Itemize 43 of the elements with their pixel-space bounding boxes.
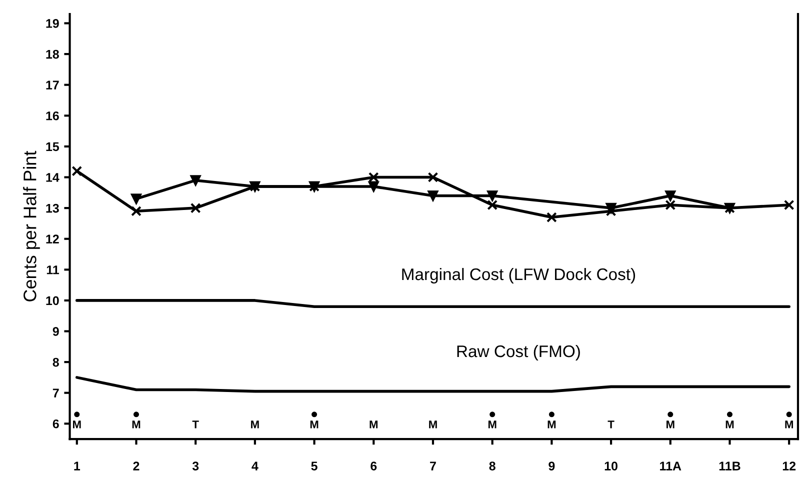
y-axis-title: Cents per Half Pint (23, 150, 40, 302)
x-tick-label: 12 (782, 462, 796, 470)
y-tick-label: 9 (52, 327, 59, 336)
annotation: M (548, 420, 556, 428)
series-label: Marginal Cost (LFW Dock Cost) (402, 268, 636, 284)
annotation: M (488, 420, 496, 428)
y-tick-label: 11 (46, 266, 60, 274)
x-tick-label: 10 (604, 462, 618, 470)
x-tick-label: 6 (370, 462, 377, 470)
y-tick-label: 14 (46, 173, 60, 182)
annotation: M (251, 420, 259, 428)
x-tick-label: 5 (311, 462, 318, 470)
x-tick-label: 11A (660, 462, 682, 470)
x-tick-label: 7 (430, 462, 436, 470)
x-tick-label: 11B (719, 462, 740, 470)
annotation: T (608, 420, 614, 428)
x-tick-label: 9 (548, 462, 555, 470)
y-tick-label: 6 (52, 419, 59, 428)
y-tick-label: 12 (46, 234, 59, 244)
x-tick-label: 8 (489, 462, 496, 470)
annotation: M (666, 420, 674, 428)
annotation: M (73, 420, 81, 428)
y-tick-label: 10 (46, 296, 59, 306)
annotation: M (132, 420, 140, 428)
annotation: M (310, 420, 318, 428)
y-tick-label: 13 (46, 204, 59, 213)
y-tick-label: 8 (52, 358, 59, 367)
x-tick-label: 4 (252, 462, 258, 470)
y-tick-label: 16 (46, 111, 59, 120)
y-tick-label: 17 (46, 80, 59, 90)
series-label: Raw Cost (FMO) (457, 344, 580, 360)
annotation: T (192, 420, 199, 428)
y-tick-label: 7 (52, 388, 59, 398)
annotation: M (429, 420, 437, 428)
y-tick-label: 18 (46, 50, 59, 59)
x-tick-label: 2 (133, 462, 140, 470)
annotation: M (785, 420, 793, 428)
annotation: M (370, 420, 378, 428)
x-tick-label: 1 (74, 462, 80, 470)
x-tick-label: 3 (192, 462, 199, 470)
y-tick-label: 15 (46, 142, 60, 152)
y-tick-label: 19 (46, 19, 59, 28)
annotation: M (726, 420, 734, 428)
